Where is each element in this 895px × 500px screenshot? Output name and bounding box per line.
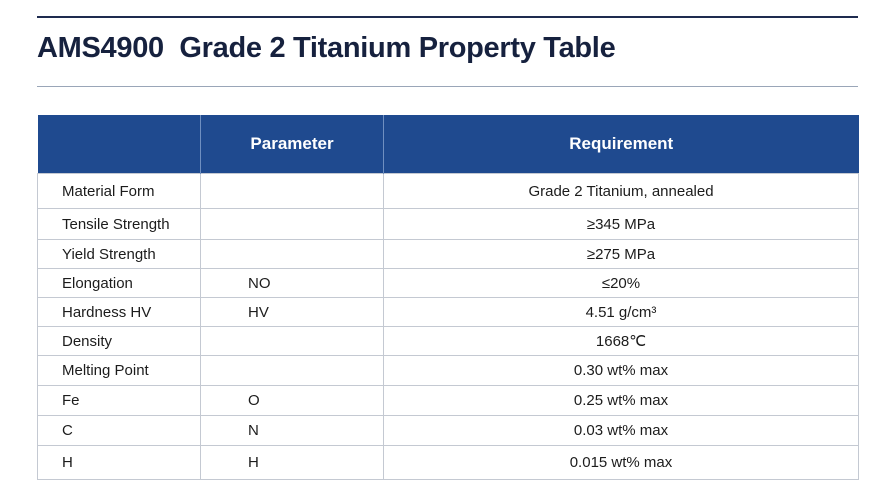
row-name-cell: Tensile Strength [37, 208, 201, 240]
row-parameter-cell [200, 239, 384, 269]
row-name-cell: Yield Strength [37, 239, 201, 269]
table-row: Yield Strength ≥275 MPa [37, 239, 859, 269]
row-parameter-cell [200, 173, 384, 209]
table-row: C N 0.03 wt% max [37, 415, 859, 446]
table-row: Tensile Strength ≥345 MPa [37, 208, 859, 240]
top-rule [37, 16, 858, 18]
property-table: Parameter Requirement Material Form Grad… [37, 115, 859, 480]
title-divider [37, 86, 858, 87]
header-row: Parameter Requirement [37, 115, 859, 174]
row-name-cell: Fe [37, 385, 201, 416]
row-name-cell: Elongation [37, 268, 201, 298]
row-requirement-cell: ≤20% [383, 268, 859, 298]
row-name-cell: Hardness HV [37, 297, 201, 327]
page-title: AMS4900 Grade 2 Titanium Property Table [37, 32, 616, 64]
table-row: Density 1668℃ [37, 326, 859, 356]
row-parameter-cell: N [200, 415, 384, 446]
row-requirement-cell: 4.51 g/cm³ [383, 297, 859, 327]
row-requirement-cell: 0.30 wt% max [383, 355, 859, 386]
row-requirement-cell: 0.25 wt% max [383, 385, 859, 416]
row-name-cell: H [37, 445, 201, 480]
table-header: Parameter Requirement [37, 115, 859, 174]
header-cell-requirement: Requirement [383, 115, 859, 174]
row-requirement-cell: 1668℃ [383, 326, 859, 356]
row-parameter-cell: NO [200, 268, 384, 298]
row-requirement-cell: 0.03 wt% max [383, 415, 859, 446]
row-parameter-cell [200, 326, 384, 356]
table-body: Material Form Grade 2 Titanium, annealed… [37, 173, 859, 480]
table-row: Melting Point 0.30 wt% max [37, 355, 859, 386]
row-parameter-cell: H [200, 445, 384, 480]
row-parameter-cell [200, 355, 384, 386]
row-parameter-cell: O [200, 385, 384, 416]
row-parameter-cell: HV [200, 297, 384, 327]
row-requirement-cell: ≥275 MPa [383, 239, 859, 269]
row-name-cell: Melting Point [37, 355, 201, 386]
row-requirement-cell: Grade 2 Titanium, annealed [383, 173, 859, 209]
row-name-cell: Density [37, 326, 201, 356]
row-parameter-cell [200, 208, 384, 240]
table-row: Material Form Grade 2 Titanium, annealed [37, 173, 859, 209]
header-cell-name [37, 115, 201, 174]
header-cell-parameter: Parameter [200, 115, 384, 174]
row-name-cell: C [37, 415, 201, 446]
table-row: Fe O 0.25 wt% max [37, 385, 859, 416]
row-requirement-cell: ≥345 MPa [383, 208, 859, 240]
table-row: Elongation NO ≤20% [37, 268, 859, 298]
row-name-cell: Material Form [37, 173, 201, 209]
table-row: Hardness HV HV 4.51 g/cm³ [37, 297, 859, 327]
row-requirement-cell: 0.015 wt% max [383, 445, 859, 480]
table-row: H H 0.015 wt% max [37, 445, 859, 480]
